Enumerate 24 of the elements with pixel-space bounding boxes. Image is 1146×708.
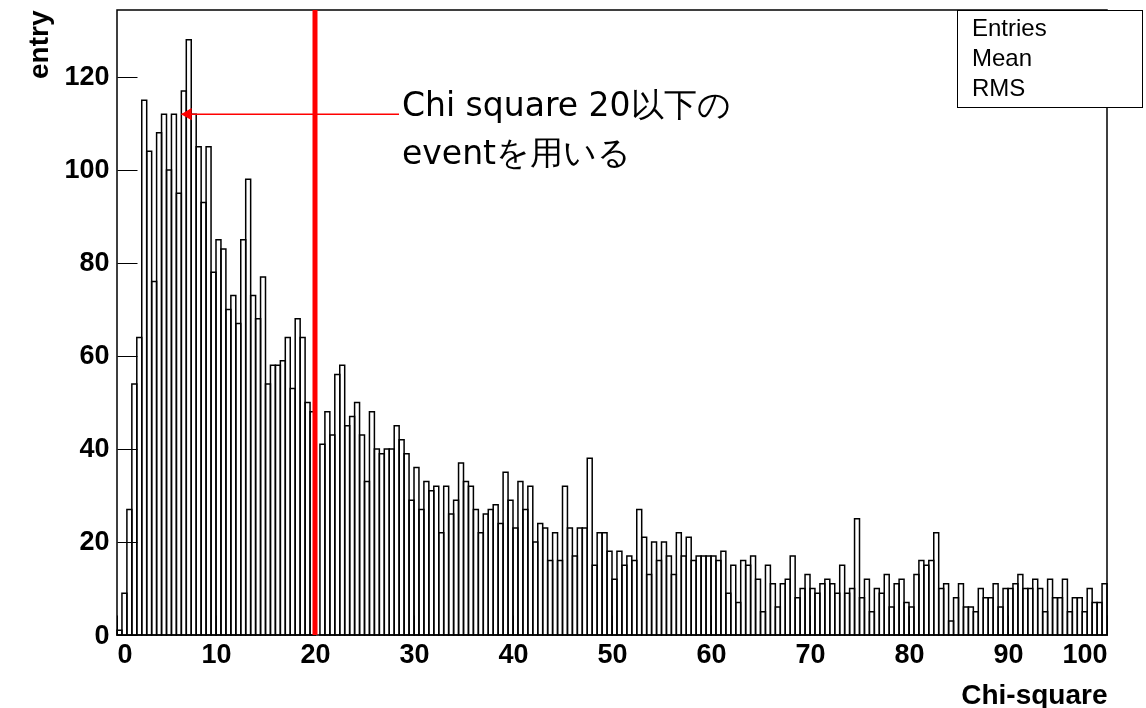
annotation: Entries xyxy=(972,13,1048,43)
x-tick-label: 70 xyxy=(795,638,826,669)
x-tick-label: 10 xyxy=(201,638,232,669)
x-tick-label: 0 xyxy=(117,638,133,669)
x-tick-label: 90 xyxy=(993,638,1024,669)
x-tick-label: 30 xyxy=(399,638,430,669)
annotation: Mean xyxy=(972,43,1034,73)
x-tick-label: 20 xyxy=(300,638,331,669)
y-tick-label: 0 xyxy=(94,619,110,650)
y-tick-label: 100 xyxy=(64,154,110,185)
annotation: RMS xyxy=(972,73,1027,103)
stats-box: Entries Mean RMS xyxy=(957,10,1143,108)
y-axis-title: entry xyxy=(23,10,55,79)
x-tick-label: 100 xyxy=(1062,638,1108,669)
y-tick-label: 120 xyxy=(64,61,110,92)
y-tick-label: 20 xyxy=(79,526,110,557)
x-tick-label: 40 xyxy=(498,638,529,669)
y-tick-label: 60 xyxy=(79,340,110,371)
y-tick-label: 40 xyxy=(79,433,110,464)
x-tick-label: 80 xyxy=(894,638,925,669)
x-tick-label: 60 xyxy=(696,638,727,669)
annotation: Chi square 20以下の eventを用いる xyxy=(402,85,731,172)
x-tick-label: 50 xyxy=(597,638,628,669)
y-tick-label: 80 xyxy=(79,247,110,278)
